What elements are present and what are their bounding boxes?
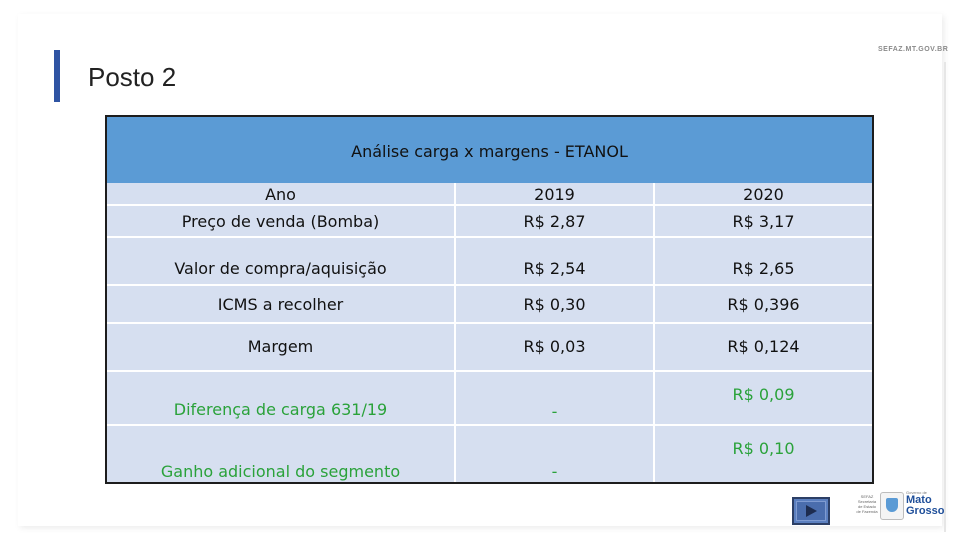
row-divider [107, 236, 872, 238]
value-diferenca-carga-2019: - [551, 401, 558, 421]
row-divider [107, 322, 872, 324]
value-preco-venda-2020: R$ 3,17 [732, 211, 795, 231]
value-icms-2020: R$ 0,396 [727, 294, 800, 314]
table-header: Análise carga x margens - ETANOL [107, 117, 872, 183]
logo-line-governo: Governo de [906, 490, 927, 495]
row-divider [107, 370, 872, 372]
logo-wordmark: Governo de Mato Grosso [906, 490, 945, 517]
row-divider [107, 424, 872, 426]
row-label-preco-venda: Preço de venda (Bomba) [181, 211, 380, 231]
row-label-valor-compra: Valor de compra/aquisição [174, 258, 387, 278]
value-diferenca-carga-2020: R$ 0,09 [732, 384, 795, 404]
next-slide-button-face [796, 501, 826, 521]
slide-title: Posto 2 [88, 62, 177, 92]
government-logo: SEFAZ Secretaria de Estado de Fazenda Go… [856, 490, 945, 522]
logo-sefaz-text: SEFAZ Secretaria de Estado de Fazenda [856, 494, 878, 514]
value-valor-compra-2020: R$ 2,65 [732, 258, 795, 278]
row-label-diferenca-carga: Diferença de carga 631/19 [173, 399, 388, 419]
row-label-icms: ICMS a recolher [217, 294, 344, 314]
column-divider [653, 183, 655, 482]
value-valor-compra-2019: R$ 2,54 [523, 258, 586, 278]
column-header-year: Ano [265, 184, 296, 204]
column-header-2020: 2020 [743, 184, 784, 204]
column-divider [454, 183, 456, 482]
site-watermark: SEFAZ.MT.GOV.BR [878, 46, 949, 53]
analysis-table: Análise carga x margens - ETANOL Ano 201… [105, 115, 874, 484]
row-divider [107, 284, 872, 286]
value-icms-2019: R$ 0,30 [523, 294, 586, 314]
row-divider [107, 204, 872, 206]
row-label-margem: Margem [247, 336, 314, 356]
logo-line-mato: Mato [906, 494, 932, 506]
state-crest-icon [880, 492, 904, 520]
table-header-title: Análise carga x margens - ETANOL [351, 141, 628, 161]
right-edge-divider [944, 62, 946, 532]
value-preco-venda-2019: R$ 2,87 [523, 211, 586, 231]
logo-line-grosso: Grosso [906, 505, 945, 517]
value-margem-2020: R$ 0,124 [727, 336, 800, 356]
title-accent-bar [54, 50, 60, 102]
column-header-2019: 2019 [534, 184, 575, 204]
row-label-ganho-adicional: Ganho adicional do segmento [160, 461, 401, 481]
value-ganho-adicional-2020: R$ 0,10 [732, 438, 795, 458]
play-triangle-icon [806, 505, 817, 517]
next-slide-button[interactable] [792, 497, 830, 525]
value-ganho-adicional-2019: - [551, 461, 558, 481]
value-margem-2019: R$ 0,03 [523, 336, 586, 356]
